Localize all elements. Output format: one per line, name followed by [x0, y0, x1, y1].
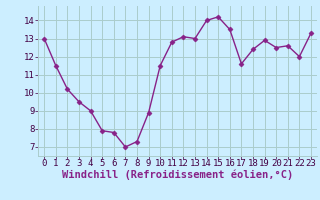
X-axis label: Windchill (Refroidissement éolien,°C): Windchill (Refroidissement éolien,°C): [62, 170, 293, 180]
